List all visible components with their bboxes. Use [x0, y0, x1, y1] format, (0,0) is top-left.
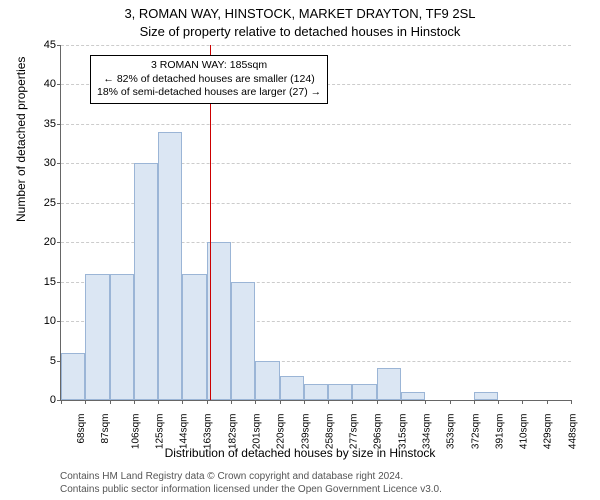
xtick-mark	[328, 400, 329, 404]
xtick-mark	[85, 400, 86, 404]
xtick-label: 277sqm	[349, 414, 360, 450]
xtick-mark	[61, 400, 62, 404]
xtick-label: 68sqm	[76, 414, 87, 444]
gridline	[61, 124, 571, 125]
xtick-mark	[182, 400, 183, 404]
xtick-mark	[158, 400, 159, 404]
xtick-label: 201sqm	[252, 414, 263, 450]
xtick-label: 163sqm	[203, 414, 214, 450]
xtick-mark	[547, 400, 548, 404]
footer-line1: Contains HM Land Registry data © Crown c…	[60, 470, 442, 483]
ytick-label: 25	[26, 197, 56, 209]
xtick-label: 315sqm	[397, 414, 408, 450]
xtick-label: 220sqm	[276, 414, 287, 450]
ytick-label: 35	[26, 118, 56, 130]
footer-line2: Contains public sector information licen…	[60, 483, 442, 496]
ytick-mark	[57, 124, 61, 125]
xtick-label: 106sqm	[130, 414, 141, 450]
xtick-mark	[450, 400, 451, 404]
ytick-label: 40	[26, 78, 56, 90]
ytick-label: 30	[26, 157, 56, 169]
xtick-mark	[280, 400, 281, 404]
xtick-label: 410sqm	[519, 414, 530, 450]
chart-container: 3, ROMAN WAY, HINSTOCK, MARKET DRAYTON, …	[0, 0, 600, 500]
xtick-mark	[571, 400, 572, 404]
xtick-label: 258sqm	[324, 414, 335, 450]
xtick-mark	[207, 400, 208, 404]
ytick-label: 5	[26, 355, 56, 367]
xtick-label: 144sqm	[179, 414, 190, 450]
annotation-line1: 3 ROMAN WAY: 185sqm	[97, 59, 321, 73]
chart-title-2: Size of property relative to detached ho…	[0, 24, 600, 39]
xtick-label: 125sqm	[154, 414, 165, 450]
ytick-mark	[57, 163, 61, 164]
histogram-bar	[328, 384, 352, 400]
xtick-label: 296sqm	[373, 414, 384, 450]
footer: Contains HM Land Registry data © Crown c…	[60, 470, 442, 496]
ytick-label: 45	[26, 39, 56, 51]
xtick-label: 429sqm	[543, 414, 554, 450]
ytick-label: 10	[26, 315, 56, 327]
histogram-bar	[304, 384, 328, 400]
chart-title-1: 3, ROMAN WAY, HINSTOCK, MARKET DRAYTON, …	[0, 6, 600, 21]
xtick-mark	[134, 400, 135, 404]
ytick-label: 15	[26, 276, 56, 288]
xtick-mark	[352, 400, 353, 404]
ytick-mark	[57, 84, 61, 85]
xtick-label: 391sqm	[494, 414, 505, 450]
histogram-bar	[85, 274, 109, 400]
xtick-label: 353sqm	[446, 414, 457, 450]
ytick-label: 20	[26, 236, 56, 248]
ytick-label: 0	[26, 394, 56, 406]
histogram-bar	[231, 282, 255, 400]
xtick-label: 182sqm	[227, 414, 238, 450]
gridline	[61, 45, 571, 46]
xtick-mark	[522, 400, 523, 404]
ytick-mark	[57, 282, 61, 283]
histogram-bar	[377, 368, 401, 400]
histogram-bar	[134, 163, 158, 400]
ytick-mark	[57, 45, 61, 46]
histogram-bar	[255, 361, 279, 400]
histogram-bar	[352, 384, 376, 400]
xtick-mark	[474, 400, 475, 404]
xtick-mark	[498, 400, 499, 404]
xtick-mark	[110, 400, 111, 404]
xtick-mark	[255, 400, 256, 404]
histogram-bar	[401, 392, 425, 400]
xtick-mark	[231, 400, 232, 404]
ytick-mark	[57, 321, 61, 322]
xtick-label: 372sqm	[470, 414, 481, 450]
histogram-bar	[182, 274, 206, 400]
xtick-label: 448sqm	[567, 414, 578, 450]
annotation-box: 3 ROMAN WAY: 185sqm ← 82% of detached ho…	[90, 55, 328, 104]
xtick-mark	[377, 400, 378, 404]
ytick-mark	[57, 242, 61, 243]
xtick-label: 87sqm	[100, 414, 111, 444]
ytick-mark	[57, 203, 61, 204]
xtick-label: 334sqm	[422, 414, 433, 450]
annotation-line3: 18% of semi-detached houses are larger (…	[97, 86, 321, 100]
histogram-bar	[110, 274, 134, 400]
histogram-bar	[61, 353, 85, 400]
annotation-line2: ← 82% of detached houses are smaller (12…	[97, 73, 321, 87]
histogram-bar	[158, 132, 182, 400]
xtick-mark	[401, 400, 402, 404]
xtick-mark	[425, 400, 426, 404]
xtick-label: 239sqm	[300, 414, 311, 450]
xtick-mark	[304, 400, 305, 404]
histogram-bar	[280, 376, 304, 400]
histogram-bar	[474, 392, 498, 400]
